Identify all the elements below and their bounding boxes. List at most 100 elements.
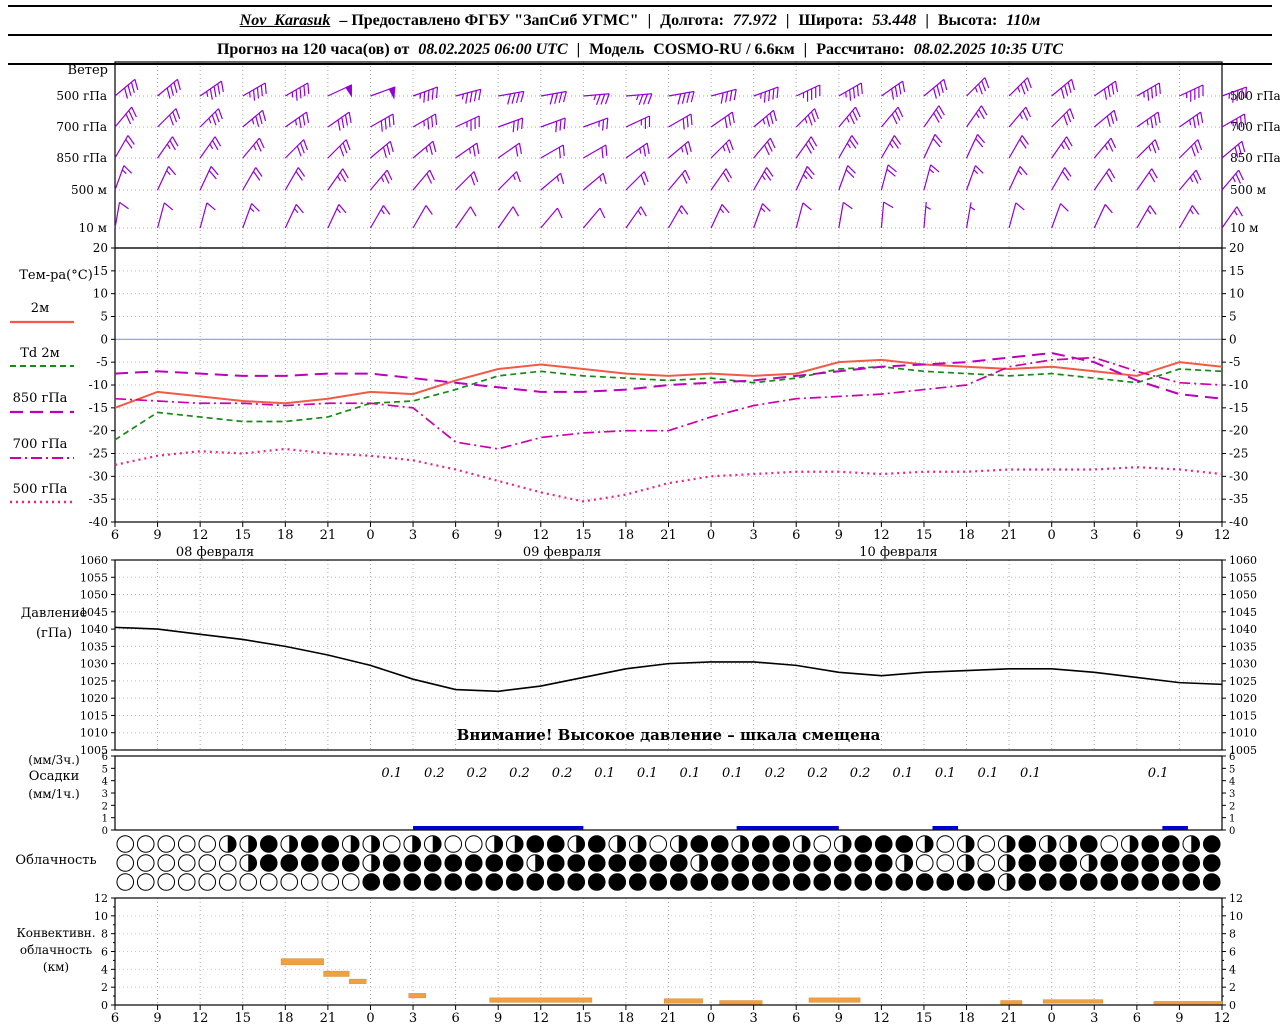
- hour-tick-label: 21: [1001, 528, 1018, 543]
- y-tick-label-right: 2: [1229, 981, 1236, 994]
- cloud-cover-symbol: [403, 873, 422, 891]
- y-tick-label-left: 8: [101, 928, 108, 941]
- y-tick-label-right: 5: [1229, 764, 1235, 775]
- wind-level-label-right: 700 гПа: [1230, 120, 1280, 134]
- cloud-cover-symbol: [321, 854, 340, 872]
- cloud-cover-symbol: [710, 873, 729, 891]
- wind-level-label-right: 850 гПа: [1230, 151, 1280, 165]
- y-tick-label-right: 1005: [1229, 744, 1257, 757]
- cloud-cover-symbol: [382, 835, 401, 853]
- hour-tick-label: 0: [366, 1011, 374, 1024]
- precip-amount-label: 0.1: [1148, 766, 1169, 781]
- cloud-cover-symbol: [1141, 873, 1160, 891]
- cloud-cover-symbol: [321, 873, 340, 891]
- y-tick-label-right: -15: [1229, 401, 1248, 415]
- hour-tick-label: 15: [234, 1011, 251, 1024]
- cloud-cover-symbol: [1182, 854, 1201, 872]
- y-tick-label-right: 1010: [1229, 727, 1257, 740]
- date-label: 09 февраля: [523, 545, 601, 560]
- cloud-cover-symbol: [1141, 835, 1160, 853]
- separator: |: [647, 11, 652, 29]
- cloud-cover-symbol: [649, 854, 668, 872]
- cloud-cover-symbol: [341, 873, 360, 891]
- y-tick-label-left: 1050: [80, 589, 108, 602]
- cloud-cover-symbol: [444, 835, 463, 853]
- wind-level-label-left: 500 м: [71, 183, 107, 197]
- cloud-cover-symbol: [464, 835, 483, 853]
- cloud-cover-symbol: [259, 835, 278, 853]
- cloud-cover-symbol: [649, 873, 668, 891]
- convective-panel-label-3: (км): [42, 960, 70, 974]
- legend-label-700: 700 гПа: [12, 437, 68, 452]
- cloud-cover-symbol: [874, 854, 893, 872]
- cloud-cover-symbol: [587, 835, 606, 853]
- cloud-cover-symbol: [300, 835, 319, 853]
- temperature-series: [114, 447, 1223, 503]
- temperature-panel-label: Тем-ра(°C): [19, 268, 93, 283]
- precip-amount-label: 0.1: [1020, 766, 1041, 781]
- hour-tick-label: 0: [1048, 528, 1056, 543]
- hour-tick-label: 12: [532, 1011, 549, 1024]
- cloud-cover-symbol: [1120, 854, 1139, 872]
- wind-level-label-right: 500 гПа: [1230, 89, 1280, 103]
- y-tick-label-left: 5: [100, 310, 108, 324]
- precip-amount-label: 0.2: [552, 766, 573, 781]
- hour-tick-label: 9: [1175, 528, 1183, 543]
- cloud-cover-symbol: [1079, 873, 1098, 891]
- y-tick-label-left: 2: [101, 981, 108, 994]
- cloud-cover-symbol: [936, 835, 955, 853]
- precip-bar: [736, 826, 839, 830]
- y-tick-label-right: -25: [1229, 447, 1248, 461]
- y-tick-label-left: -20: [89, 424, 108, 438]
- cloud-cover-symbol: [1120, 873, 1139, 891]
- y-tick-label-left: 2: [102, 801, 108, 812]
- y-tick-label-left: 20: [93, 241, 108, 255]
- y-tick-label-left: 1055: [80, 571, 108, 584]
- y-tick-label-left: -40: [89, 515, 108, 529]
- convective-cloud-bar: [1000, 1000, 1023, 1005]
- wind-panel: 500 гПа 500 гПа 700 гПа 700 гПа 850 гПа 850 г…: [56, 61, 1280, 249]
- hour-tick-label: 12: [873, 1011, 890, 1024]
- cloud-cover-symbol: [280, 854, 299, 872]
- y-tick-label-left: 1010: [80, 727, 108, 740]
- y-tick-label-right: 10: [1229, 910, 1243, 923]
- cloud-cover-symbol: [239, 873, 258, 891]
- cloud-cover-symbol: [1141, 854, 1160, 872]
- y-tick-label-left: 1025: [80, 675, 108, 688]
- y-tick-label-left: 0: [102, 826, 108, 837]
- y-tick-label-right: 1055: [1229, 571, 1257, 584]
- cloud-cover-symbol: [116, 835, 135, 853]
- cloud-cover-symbol: [444, 854, 463, 872]
- cloud-cover-symbol: [977, 873, 996, 891]
- hour-tick-label: 0: [707, 1011, 715, 1024]
- y-tick-label-left: 1045: [80, 606, 108, 619]
- model-value: COSMO-RU / 6.6км: [653, 40, 795, 58]
- cloud-cover-symbol: [1018, 854, 1037, 872]
- cloud-cover-symbol: [813, 854, 832, 872]
- precip-bar: [1162, 826, 1188, 830]
- hour-tick-label: 21: [660, 1011, 677, 1024]
- y-tick-label-left: -5: [96, 355, 108, 369]
- cloud-cover-symbol: [731, 854, 750, 872]
- cloud-cover-symbol: [218, 873, 237, 891]
- cloud-cover-symbol: [690, 835, 709, 853]
- pressure-panel-label: Давление: [20, 606, 88, 621]
- date-label: 08 февраля: [176, 545, 254, 560]
- hour-tick-label: 0: [1048, 1011, 1056, 1024]
- pressure-unit-label: (гПа): [35, 626, 73, 641]
- cloud-cover-symbol: [669, 873, 688, 891]
- cloud-cover-symbol: [136, 835, 155, 853]
- wind-level-label-right: 10 м: [1230, 221, 1258, 235]
- cloud-cover-symbol: [444, 873, 463, 891]
- cloud-cover-symbol: [1100, 835, 1119, 853]
- hour-tick-label: 6: [451, 1011, 459, 1024]
- cloud-cover-symbol: [116, 873, 135, 891]
- y-tick-label-right: 10: [1229, 287, 1244, 301]
- cloud-cover-symbol: [792, 854, 811, 872]
- legend-label-500: 500 гПа: [12, 482, 68, 497]
- y-tick-label-right: 0: [1229, 332, 1237, 346]
- cloud-cover-symbol: [649, 835, 668, 853]
- hour-tick-label: 6: [1133, 528, 1141, 543]
- y-tick-label-right: -35: [1229, 492, 1248, 506]
- cloud-cover-symbol: [177, 854, 196, 872]
